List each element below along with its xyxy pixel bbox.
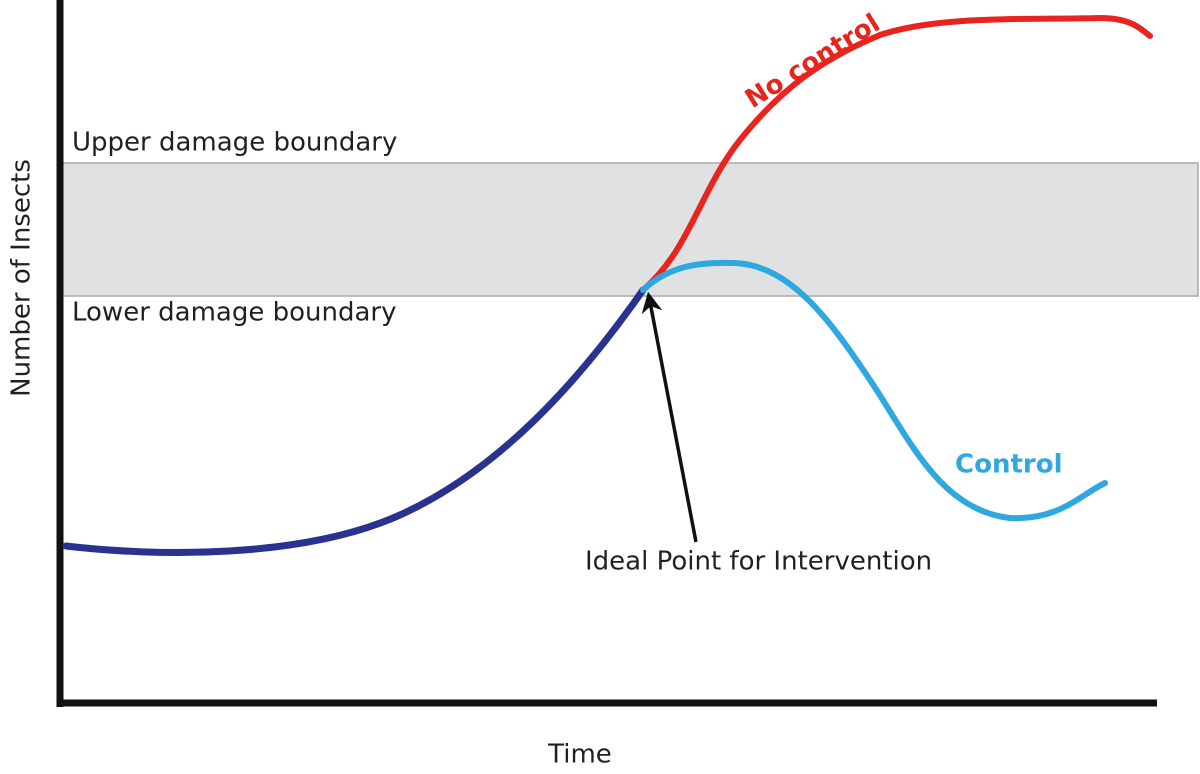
upper-boundary-label: Upper damage boundary [72, 128, 397, 158]
growth-curve [62, 286, 647, 556]
no-control-label: No control [740, 8, 885, 114]
intervention-arrow [641, 291, 698, 543]
y-axis-label: Number of Insects [7, 159, 37, 397]
damage-band [61, 162, 1199, 297]
no-control-curve [640, 14, 1153, 293]
x-axis-label: Time [547, 740, 612, 770]
lower-boundary-label: Lower damage boundary [72, 298, 397, 328]
intervention-label: Ideal Point for Intervention [585, 547, 932, 577]
control-label: Control [955, 450, 1062, 480]
control-curve [640, 259, 1108, 522]
